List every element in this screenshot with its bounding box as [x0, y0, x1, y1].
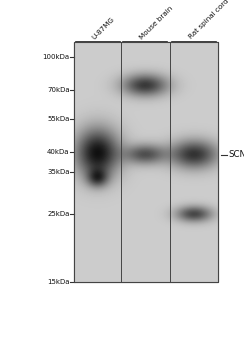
Text: 55kDa: 55kDa — [47, 116, 70, 122]
Text: 40kDa: 40kDa — [47, 149, 70, 155]
Text: Rat spinal cord: Rat spinal cord — [187, 0, 230, 40]
Text: U-87MG: U-87MG — [91, 15, 116, 40]
Bar — [74, 42, 218, 282]
Text: 25kDa: 25kDa — [47, 211, 70, 217]
Text: SCN4B: SCN4B — [228, 150, 244, 159]
Text: Mouse brain: Mouse brain — [139, 5, 174, 40]
Text: 35kDa: 35kDa — [47, 169, 70, 175]
Text: 70kDa: 70kDa — [47, 87, 70, 93]
Bar — [74, 42, 218, 282]
Text: 15kDa: 15kDa — [47, 279, 70, 285]
Text: 100kDa: 100kDa — [42, 54, 70, 60]
